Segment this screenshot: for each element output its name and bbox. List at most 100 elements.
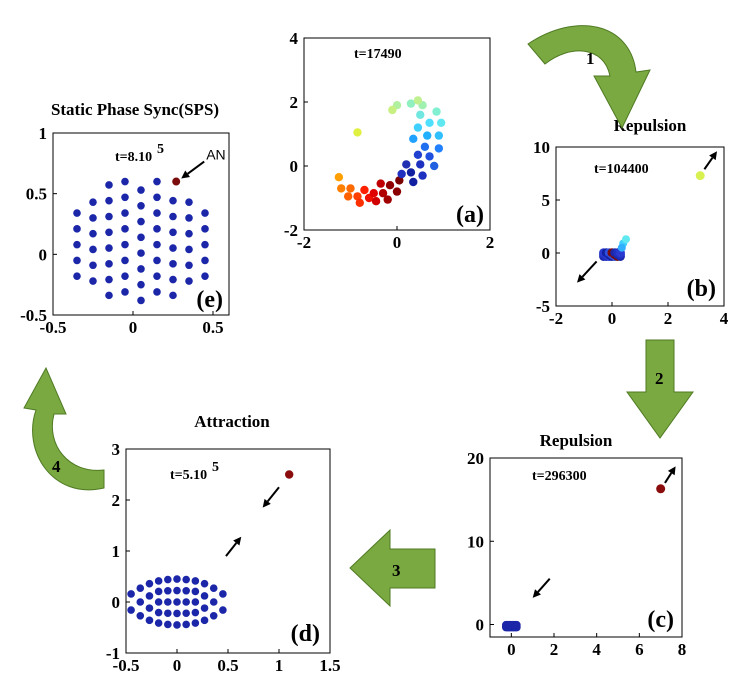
panel-e-point-13 xyxy=(105,260,113,268)
panel-e-point-11 xyxy=(105,291,113,300)
panel-e-point-15 xyxy=(105,228,113,237)
panel-a-point-14 xyxy=(392,187,402,196)
panel-d-frame xyxy=(125,448,331,654)
panel-d-cluster-point-34 xyxy=(200,616,209,625)
panel-c-outlier-point xyxy=(656,484,666,494)
panel-d-cluster-point-31 xyxy=(191,598,200,606)
panel-c-xtick-label-1: 2 xyxy=(550,640,559,659)
panel-c-arrow-1-shaft xyxy=(537,578,551,593)
panel-e-point-26 xyxy=(121,177,129,186)
panel-d-title: Attraction xyxy=(194,412,270,431)
panel-a-point-40 xyxy=(353,128,362,137)
panel-e-point-50 xyxy=(185,277,193,285)
panel-a-xtick-label-2: 2 xyxy=(486,233,495,252)
panel-e-point-32 xyxy=(137,217,145,226)
panel-d-cluster-point-4 xyxy=(136,584,145,593)
step-2-label: 2 xyxy=(655,369,664,388)
panel-d-xtick-label-1: 0 xyxy=(173,656,182,675)
panel-d-ytick-label-3: 2 xyxy=(112,491,121,510)
panel-d-cluster-point-16 xyxy=(164,598,172,606)
panel-a-point-18 xyxy=(409,177,418,187)
step-4-label: 4 xyxy=(52,457,61,476)
panel-d-cluster-point-3 xyxy=(136,598,145,606)
panel-c-arrow-0-head xyxy=(667,466,676,476)
panel-d-label: (d) xyxy=(291,621,320,647)
panel-c-time-label: t=296300 xyxy=(532,469,587,484)
panel-a-point-24 xyxy=(430,161,439,171)
panel-e-point-36 xyxy=(153,272,161,280)
panel-d-arrow-0-shaft xyxy=(266,486,280,503)
panel-e-an-arrow-shaft xyxy=(187,160,205,175)
panel-e-point-17 xyxy=(105,196,113,205)
panel-b-arrow-1-shaft xyxy=(581,260,598,278)
panel-e-point-39 xyxy=(153,225,161,233)
panel-d-arrow-1-head xyxy=(233,536,242,546)
panel-e-point-41 xyxy=(153,193,161,202)
panel-b-xtick-label-2: 2 xyxy=(664,309,673,328)
panel-e-point-53 xyxy=(185,229,193,238)
panel-e-point-21 xyxy=(121,256,129,265)
panel-a-point-13 xyxy=(385,181,395,190)
panel-e-time-exponent: 5 xyxy=(157,142,164,157)
panel-b-xtick-label-1: 0 xyxy=(608,309,617,328)
panel-d-ytick-label-1: 0 xyxy=(112,593,121,612)
panel-e-an-arrow-head xyxy=(181,170,191,179)
panel-c-ytick-label-0: 0 xyxy=(476,616,485,635)
panel-d-cluster-point-27 xyxy=(182,586,190,595)
panel-c-cluster-point-23 xyxy=(512,620,521,629)
panel-a-point-20 xyxy=(416,160,425,169)
panel-b-arrow-0-shaft xyxy=(703,157,714,170)
panel-a-point-23 xyxy=(425,152,434,161)
panel-b-outlier-point xyxy=(695,171,705,181)
panel-e-point-5 xyxy=(89,277,97,285)
panel-a-ytick-label-2: 2 xyxy=(290,93,299,112)
step-3-label: 3 xyxy=(392,561,401,580)
panel-d-xtick-label-0: -0.5 xyxy=(113,656,140,675)
panel-c-label: (c) xyxy=(647,607,674,633)
panel-d-cluster-point-20 xyxy=(173,609,181,618)
panel-e-point-40 xyxy=(153,209,161,217)
panel-d-time-label: t=5.10 xyxy=(170,468,207,483)
panel-d-cluster-point-17 xyxy=(164,586,172,595)
panel-e-point-28 xyxy=(137,280,145,289)
panel-a-point-27 xyxy=(409,134,418,143)
panel-b-extra-point-2 xyxy=(617,243,626,252)
panel-b-xtick-label-0: -2 xyxy=(549,309,563,328)
panel-c: 0 2 4 6 8 0 10 20 Repulsion t=296300 (c) xyxy=(467,431,686,659)
panel-c-arrow-1-head xyxy=(532,589,541,598)
panel-a-point-3 xyxy=(346,184,355,193)
panel-e-point-52 xyxy=(185,245,193,254)
panel-e-point-48 xyxy=(169,212,177,221)
panel-d-cluster-point-40 xyxy=(209,584,218,593)
panel-a-point-5 xyxy=(355,198,364,207)
panel-d-cluster-point-28 xyxy=(182,575,190,584)
panel-e-point-4 xyxy=(73,209,81,217)
panel-a-point-32 xyxy=(436,118,446,128)
panel-d-cluster-point-8 xyxy=(145,579,154,588)
panel-d-cluster-point-41 xyxy=(219,606,227,614)
panel-e-point-8 xyxy=(89,229,97,238)
panel-e-xtick-label-0: -0.5 xyxy=(40,318,67,337)
panel-d-ytick-label-0: -1 xyxy=(106,644,120,663)
panel-e-point-18 xyxy=(105,181,113,189)
panel-e-point-42 xyxy=(153,177,161,186)
panel-c-frame xyxy=(489,457,683,638)
panel-c-xtick-label-4: 8 xyxy=(678,640,687,659)
panel-a-point-35 xyxy=(406,99,416,108)
panel-e-point-31 xyxy=(137,233,145,242)
panel-e-point-57 xyxy=(201,256,209,265)
panel-a-point-0 xyxy=(334,173,344,182)
step-4-arrow xyxy=(23,366,105,491)
panel-c-xtick-label-2: 4 xyxy=(592,640,601,659)
panel-e-point-30 xyxy=(137,249,145,257)
panel-e-point-25 xyxy=(121,193,129,202)
step-1-arrow xyxy=(527,25,651,130)
panel-b-extra-point-1 xyxy=(622,235,630,244)
panel-e-point-59 xyxy=(201,225,209,233)
panel-c-xtick-label-3: 6 xyxy=(635,640,644,659)
panel-d-cluster-point-23 xyxy=(173,575,181,583)
panel-a-point-9 xyxy=(371,197,381,206)
panel-e-point-44 xyxy=(169,275,177,284)
